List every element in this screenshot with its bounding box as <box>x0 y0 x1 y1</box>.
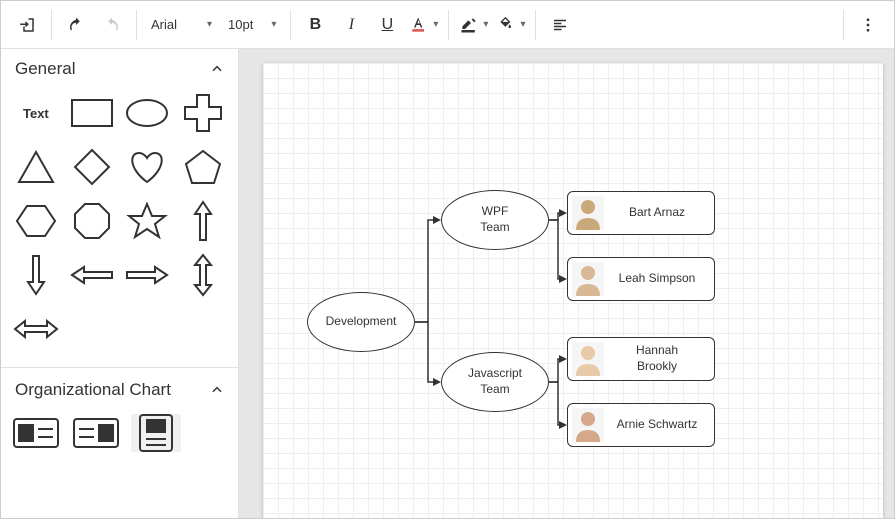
fill-color-button[interactable]: ▾ <box>492 7 529 43</box>
shape-star[interactable] <box>123 197 173 245</box>
node-label: WPF Team <box>480 204 509 235</box>
export-button[interactable] <box>9 7 45 43</box>
avatar <box>572 196 604 230</box>
shape-hexagon[interactable] <box>11 197 61 245</box>
caret-down-icon: ▾ <box>520 19 525 30</box>
shape-arrow-updown[interactable] <box>178 251 228 299</box>
avatar <box>572 408 604 442</box>
canvas-area: Development WPF Team Javascript Team Bart A… <box>239 49 894 518</box>
caret-down-icon: ▾ <box>483 19 488 30</box>
shape-rectangle[interactable] <box>67 89 117 137</box>
shape-pentagon[interactable] <box>178 143 228 191</box>
caret-down-icon: ▾ <box>433 19 438 30</box>
shape-arrow-left[interactable] <box>67 251 117 299</box>
shape-arrow-down[interactable] <box>11 251 61 299</box>
person-name: Bart Arnaz <box>604 205 710 221</box>
font-color-button[interactable]: ▾ <box>405 7 442 43</box>
shape-diamond[interactable] <box>67 143 117 191</box>
person-name: Leah Simpson <box>604 271 710 287</box>
avatar <box>572 262 604 296</box>
diagram-node-leah[interactable]: Leah Simpson <box>567 257 715 301</box>
shapes-sidebar: General Text <box>1 49 239 518</box>
shape-triangle[interactable] <box>11 143 61 191</box>
shape-org-card-top[interactable] <box>131 414 181 452</box>
shape-cross[interactable] <box>178 89 228 137</box>
diagram-node-bart[interactable]: Bart Arnaz <box>567 191 715 235</box>
diagram-canvas[interactable]: Development WPF Team Javascript Team Bart A… <box>263 63 883 518</box>
bold-button[interactable]: B <box>297 7 333 43</box>
toolbar: Arial ▾ 10pt ▾ B I U ▾ ▾ ▾ <box>1 1 894 49</box>
shape-heart[interactable] <box>123 143 173 191</box>
underline-button[interactable]: U <box>369 7 405 43</box>
align-button[interactable] <box>542 7 578 43</box>
panel-header-org-chart[interactable]: Organizational Chart <box>1 367 238 406</box>
caret-down-icon: ▾ <box>207 19 212 30</box>
stroke-color-button[interactable]: ▾ <box>455 7 492 43</box>
shape-arrow-leftright[interactable] <box>11 305 61 353</box>
diagram-node-development[interactable]: Development <box>307 292 415 352</box>
diagram-node-wpf_team[interactable]: WPF Team <box>441 190 549 250</box>
shape-arrow-right[interactable] <box>123 251 173 299</box>
chevron-up-icon <box>210 383 224 397</box>
italic-button[interactable]: I <box>333 7 369 43</box>
undo-button[interactable] <box>58 7 94 43</box>
diagram-node-arnie[interactable]: Arnie Schwartz <box>567 403 715 447</box>
chevron-up-icon <box>210 62 224 76</box>
node-label: Development <box>326 314 397 330</box>
shape-org-card-left[interactable] <box>11 414 61 452</box>
diagram-node-js_team[interactable]: Javascript Team <box>441 352 549 412</box>
panel-title: General <box>15 59 75 79</box>
font-size-value: 10pt <box>228 17 253 32</box>
font-family-select[interactable]: Arial ▾ <box>143 7 220 43</box>
more-options-button[interactable] <box>850 7 886 43</box>
caret-down-icon: ▾ <box>271 19 276 30</box>
font-family-value: Arial <box>151 17 177 32</box>
shape-org-card-right[interactable] <box>71 414 121 452</box>
diagram-node-hannah[interactable]: Hannah Brookly <box>567 337 715 381</box>
shape-text[interactable]: Text <box>11 89 61 137</box>
node-label: Javascript Team <box>468 366 522 397</box>
font-size-select[interactable]: 10pt ▾ <box>220 7 284 43</box>
person-name: Hannah Brookly <box>604 343 710 374</box>
avatar <box>572 342 604 376</box>
person-name: Arnie Schwartz <box>604 417 710 433</box>
redo-button[interactable] <box>94 7 130 43</box>
shape-arrow-up[interactable] <box>178 197 228 245</box>
shape-octagon[interactable] <box>67 197 117 245</box>
shape-ellipse[interactable] <box>123 89 173 137</box>
panel-header-general[interactable]: General <box>1 49 238 85</box>
panel-title: Organizational Chart <box>15 380 171 400</box>
